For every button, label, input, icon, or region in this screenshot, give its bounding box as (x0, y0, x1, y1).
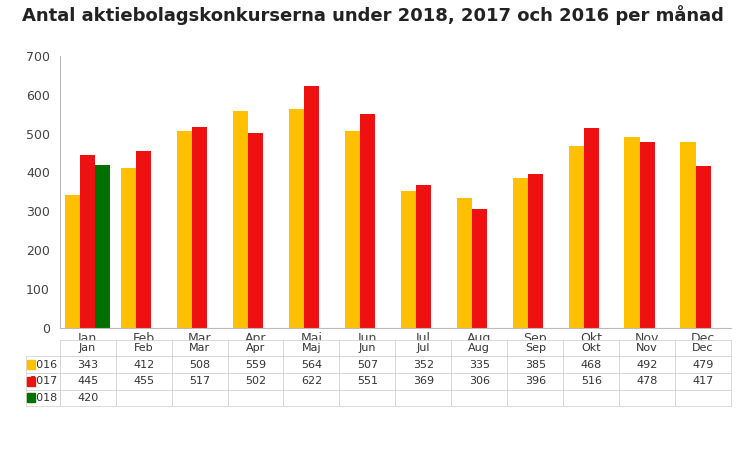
Bar (121, 168, 136, 328)
Bar (513, 178, 527, 328)
Bar (65, 195, 80, 328)
Bar (457, 197, 471, 328)
Bar (639, 142, 655, 328)
Bar (471, 209, 487, 328)
Bar (192, 127, 207, 328)
Text: Antal aktiebolagskonkurserna under 2018, 2017 och 2016 per månad: Antal aktiebolagskonkurserna under 2018,… (22, 5, 724, 25)
Bar (695, 166, 711, 328)
Bar (304, 87, 319, 328)
Bar (233, 111, 248, 328)
Bar (248, 133, 263, 328)
Bar (527, 174, 543, 328)
Bar (568, 146, 583, 328)
Bar (80, 155, 95, 328)
Bar (95, 165, 110, 328)
Bar (289, 109, 304, 328)
Bar (136, 151, 151, 328)
Bar (360, 114, 375, 328)
Bar (624, 137, 639, 328)
Bar (680, 142, 695, 328)
Bar (345, 131, 360, 328)
Bar (401, 191, 416, 328)
Bar (583, 127, 599, 328)
Bar (416, 184, 431, 328)
Bar (177, 131, 192, 328)
